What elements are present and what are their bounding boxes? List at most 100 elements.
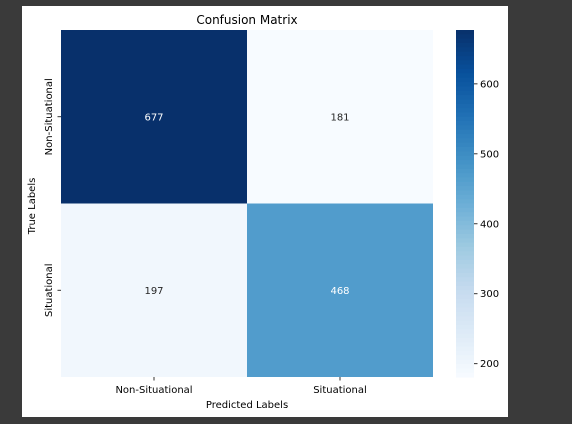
colorbar-segment bbox=[456, 82, 474, 87]
colorbar-segment bbox=[456, 346, 474, 352]
x-tick-label-situational: Situational bbox=[313, 385, 367, 396]
colorbar-segment bbox=[456, 173, 474, 179]
colorbar-segment bbox=[456, 125, 474, 131]
colorbar-segment bbox=[456, 251, 474, 257]
colorbar-segment bbox=[456, 77, 474, 83]
colorbar-segment bbox=[456, 259, 474, 265]
heatmap-cell-situational-situational bbox=[247, 203, 433, 377]
colorbar-segment bbox=[456, 203, 474, 209]
colorbar-segment bbox=[456, 103, 474, 109]
heatmap-cell-labels: 677 181 197 468 bbox=[144, 112, 349, 297]
colorbar-segment bbox=[456, 290, 474, 296]
colorbar-segment bbox=[456, 294, 474, 300]
colorbar-segment bbox=[456, 90, 474, 96]
colorbar-segment bbox=[456, 190, 474, 196]
colorbar-segment bbox=[456, 225, 474, 231]
colorbar-segment bbox=[456, 298, 474, 304]
heatmap-axes: Non-Situational Situational Non-Situationa… bbox=[44, 78, 367, 396]
colorbar-segment bbox=[456, 220, 474, 226]
colorbar-segment bbox=[456, 329, 474, 335]
colorbar-segment bbox=[456, 311, 474, 317]
colorbar-segment bbox=[456, 181, 474, 187]
colorbar-segment bbox=[456, 285, 474, 291]
colorbar-segment bbox=[456, 168, 474, 174]
colorbar-segment bbox=[456, 129, 474, 135]
colorbar-segment bbox=[456, 47, 474, 53]
colorbar-tick-label: 500 bbox=[480, 149, 499, 160]
colorbar-segment bbox=[456, 51, 474, 57]
colorbar-segment bbox=[456, 38, 474, 44]
colorbar-segment bbox=[456, 212, 474, 218]
colorbar-segment bbox=[456, 229, 474, 235]
cell-value-label: 197 bbox=[144, 286, 163, 297]
colorbar-segment bbox=[456, 34, 474, 40]
colorbar-segment bbox=[456, 350, 474, 356]
colorbar-segment bbox=[456, 355, 474, 361]
colorbar-segment bbox=[456, 333, 474, 339]
colorbar-segment bbox=[456, 359, 474, 365]
colorbar-segment bbox=[456, 95, 474, 100]
colorbar-segment bbox=[456, 281, 474, 287]
colorbar-segment bbox=[456, 307, 474, 313]
cell-value-label: 181 bbox=[330, 112, 349, 123]
chart-title: Confusion Matrix bbox=[196, 13, 297, 27]
colorbar-segment bbox=[456, 69, 474, 74]
colorbar-segment bbox=[456, 177, 474, 183]
colorbar-segment bbox=[456, 363, 474, 369]
colorbar-segment bbox=[456, 233, 474, 239]
colorbar-segment bbox=[456, 30, 474, 35]
cell-value-label: 677 bbox=[144, 112, 163, 123]
colorbar-segment bbox=[456, 64, 474, 70]
colorbar-segment bbox=[456, 43, 474, 48]
y-tick-label-situational: Situational bbox=[44, 263, 55, 317]
colorbar-segment bbox=[456, 86, 474, 92]
heatmap-cell-situational-non-situational bbox=[61, 203, 247, 377]
colorbar-tick-label: 600 bbox=[480, 79, 499, 90]
colorbar-segment bbox=[456, 242, 474, 248]
colorbar-tick-label: 300 bbox=[480, 289, 499, 300]
colorbar-segment bbox=[456, 337, 474, 343]
x-tick-label-non-situational: Non-Situational bbox=[115, 385, 192, 396]
colorbar-segment bbox=[456, 99, 474, 105]
colorbar-segment bbox=[456, 277, 474, 283]
colorbar-segment bbox=[456, 342, 474, 348]
colorbar-segment bbox=[456, 238, 474, 244]
colorbar-segment bbox=[456, 151, 474, 157]
cell-value-label: 468 bbox=[330, 286, 349, 297]
colorbar: 200 300 400 500 600 bbox=[456, 30, 499, 378]
colorbar-segment bbox=[456, 272, 474, 278]
colorbar-segment bbox=[456, 142, 474, 148]
colorbar-segment bbox=[456, 320, 474, 326]
colorbar-segment bbox=[456, 216, 474, 222]
colorbar-segment bbox=[456, 73, 474, 79]
figure: Confusion Matrix 677 181 197 468 Non-Situat… bbox=[22, 6, 508, 417]
colorbar-segment bbox=[456, 324, 474, 330]
heatmap-cell-non-situational-non-situational bbox=[61, 30, 247, 204]
y-tick-label-non-situational: Non-Situational bbox=[44, 78, 55, 155]
colorbar-segment bbox=[456, 316, 474, 322]
colorbar-segment bbox=[456, 264, 474, 270]
confusion-matrix-chart: Confusion Matrix 677 181 197 468 Non-Situat… bbox=[27, 13, 499, 411]
colorbar-segment bbox=[456, 246, 474, 252]
colorbar-segment bbox=[456, 199, 474, 205]
colorbar-segment bbox=[456, 108, 474, 114]
colorbar-segment bbox=[456, 155, 474, 161]
colorbar-tick-label: 400 bbox=[480, 219, 499, 230]
colorbar-tick-label: 200 bbox=[480, 359, 499, 370]
colorbar-segment bbox=[456, 372, 474, 378]
x-axis-label: Predicted Labels bbox=[206, 400, 288, 411]
colorbar-segment bbox=[456, 138, 474, 144]
colorbar-segment bbox=[456, 56, 474, 61]
colorbar-segment bbox=[456, 60, 474, 66]
colorbar-segment bbox=[456, 147, 474, 153]
colorbar-segment bbox=[456, 194, 474, 200]
colorbar-segment bbox=[456, 303, 474, 309]
colorbar-segment bbox=[456, 186, 474, 192]
colorbar-segment bbox=[456, 112, 474, 118]
colorbar-segment bbox=[456, 116, 474, 122]
colorbar-segment bbox=[456, 160, 474, 166]
colorbar-segment bbox=[456, 121, 474, 127]
colorbar-segment bbox=[456, 268, 474, 274]
heatmap-cell-non-situational-situational bbox=[247, 30, 433, 204]
colorbar-segment bbox=[456, 134, 474, 140]
